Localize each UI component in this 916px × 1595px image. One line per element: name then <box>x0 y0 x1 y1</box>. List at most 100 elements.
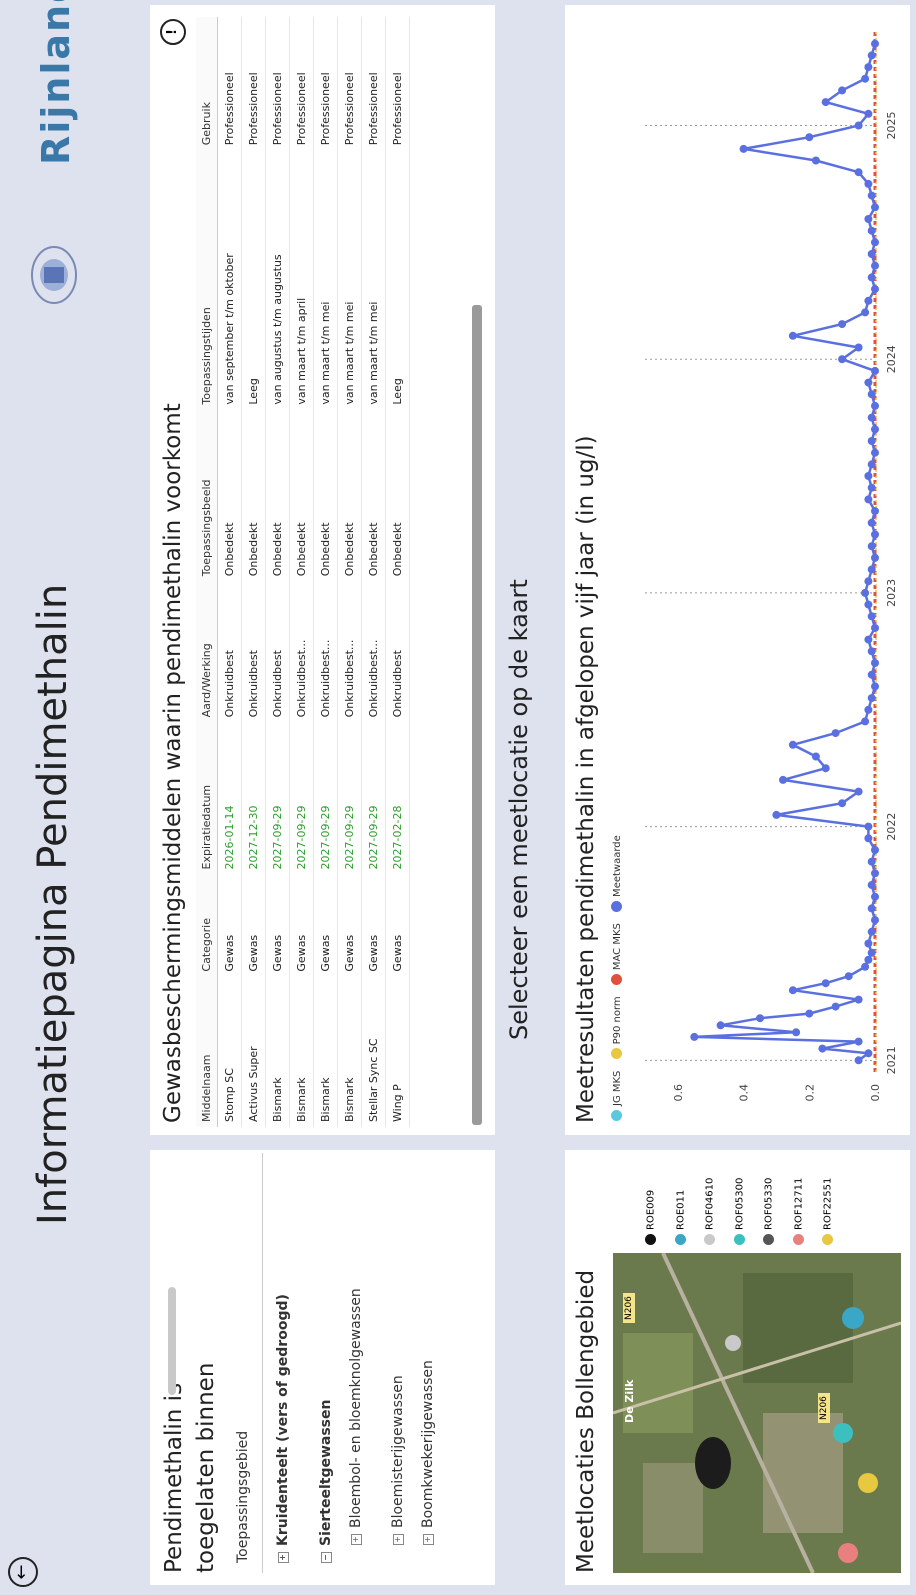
map-legend-item[interactable]: ROF22551 <box>822 1155 834 1245</box>
tree-item-bloembol[interactable]: + Bloembol- en bloemknolgewassen <box>348 1288 364 1545</box>
map[interactable]: De Zilk N206 N206 <box>613 1253 901 1573</box>
column-header[interactable]: Categorie <box>196 874 218 977</box>
tree-item-boomkwekerij[interactable]: + Boomkwekerijgewassen <box>420 1360 436 1545</box>
map-title: Meetlocaties Bollengebied <box>573 1269 599 1573</box>
x-tick-label: 2022 <box>885 813 898 841</box>
expand-icon[interactable]: + <box>392 1534 404 1545</box>
legend-item-mac[interactable]: MAC MKS <box>611 923 623 986</box>
column-header[interactable]: Expiratiedatum <box>196 722 218 875</box>
satellite-map[interactable] <box>613 1253 901 1573</box>
meetwaarde-point <box>867 518 876 527</box>
map-legend-item[interactable]: ROE011 <box>674 1155 686 1245</box>
legend-item-jg[interactable]: JG MKS <box>611 1071 623 1121</box>
meetwaarde-point <box>867 670 876 679</box>
column-header[interactable]: Aard/Werking <box>196 581 218 723</box>
table-row[interactable]: Bismark Gewas 2027-09-29 Onkruidbest... Onbe… <box>313 17 338 1127</box>
table-cell: Bismark <box>337 976 362 1127</box>
table-cell: van september t/m oktober <box>217 150 242 410</box>
meetwaarde-point <box>871 624 879 632</box>
column-header[interactable]: Middelnaam <box>196 976 218 1127</box>
info-icon[interactable]: ! <box>160 19 186 45</box>
table-row[interactable]: Stellar Sync SC Gewas 2027-09-29 Onkruidbes… <box>361 17 386 1127</box>
expand-icon[interactable]: + <box>277 1552 289 1563</box>
measurement-chart[interactable]: 0.0 0.2 0.4 0.6 2021 2022 2023 2024 2025 <box>635 17 905 1127</box>
meetwaarde-point <box>871 682 879 691</box>
table-cell: Professioneel <box>313 17 338 151</box>
location-dot-icon <box>792 1234 804 1245</box>
back-button[interactable]: ← <box>8 1557 38 1587</box>
meetwaarde-point <box>864 109 873 118</box>
table-cell: van maart t/m mei <box>361 150 386 410</box>
column-header[interactable]: Gebruik <box>196 17 218 151</box>
map-legend-item[interactable]: ROF12711 <box>792 1155 804 1245</box>
map-legend-label: ROF05330 <box>763 1177 775 1230</box>
column-header[interactable]: Toepassingsbeeld <box>196 409 218 582</box>
table-cell: Onkruidbest <box>217 581 242 723</box>
expand-icon[interactable]: + <box>422 1534 434 1545</box>
arrow-left-icon: ← <box>11 1564 32 1580</box>
location-dot-icon <box>704 1234 715 1245</box>
map-legend-label: ROF05300 <box>734 1177 745 1230</box>
rijnland-logo: Rijnland <box>20 0 90 315</box>
legend-item-meetwaarde[interactable]: Meetwaarde <box>611 835 623 912</box>
meetwaarde-point <box>871 366 879 375</box>
table-cell: Gewas <box>361 874 386 977</box>
table-cell: Onbedekt <box>265 409 290 582</box>
map-legend-item[interactable]: ROF05300 <box>733 1155 745 1245</box>
collapse-icon[interactable]: − <box>320 1552 332 1563</box>
table-cell: Onkruidbest <box>385 581 410 723</box>
meetwaarde-point <box>867 273 876 282</box>
x-tick-label: 2025 <box>885 111 898 139</box>
table-row[interactable]: Bismark Gewas 2027-09-29 Onkruidbest... Onbe… <box>289 17 314 1127</box>
meetwaarde-point <box>871 448 879 457</box>
table-cell: Professioneel <box>385 17 410 151</box>
meetwaarde-point <box>864 378 873 387</box>
table-cell: Gewas <box>217 874 242 977</box>
table-row[interactable]: Wing P Gewas 2027-02-28 Onkruidbest Onbedekt… <box>385 17 410 1127</box>
meetwaarde-point <box>838 320 847 329</box>
meetwaarde-point <box>871 261 879 270</box>
meetwaarde-point <box>864 495 873 504</box>
meetwaarde-point <box>818 1044 827 1053</box>
map-legend-label: ROF12711 <box>793 1177 804 1230</box>
middelen-panel: Gewasbeschermingsmiddelen waarin pendime… <box>150 5 495 1135</box>
map-legend: ROE009 ROE011 ROF04610 ROF05300 ROF05330 ROF1… <box>645 1155 852 1245</box>
y-tick-label: 0.0 <box>869 1084 882 1102</box>
table-row[interactable]: Bismark Gewas 2027-09-29 Onkruidbest Onbedek… <box>265 17 290 1127</box>
map-legend-item[interactable]: ROE009 <box>645 1155 657 1245</box>
meetwaarde-point <box>864 1049 873 1058</box>
table-cell: Onbedekt <box>361 409 386 582</box>
middelen-title: Gewasbeschermingsmiddelen waarin pendime… <box>160 403 186 1123</box>
meetwaarde-point <box>867 948 876 957</box>
table-row[interactable]: Activus Super Gewas 2027-12-30 Onkruidbest O… <box>241 17 266 1127</box>
tree-item-bloemisterij[interactable]: + Bloemisterijgewassen <box>390 1375 406 1545</box>
column-header[interactable]: Toepassingstijden <box>196 150 218 410</box>
legend-item-p90[interactable]: P90 norm <box>611 996 623 1060</box>
meetwaarde-point <box>867 51 876 60</box>
meetwaarde-point <box>871 892 879 901</box>
scrollbar[interactable] <box>168 1287 176 1395</box>
table-cell: van maart t/m april <box>289 150 314 410</box>
table-cell: Professioneel <box>241 17 266 151</box>
meetwaarde-point <box>864 705 873 714</box>
table-scrollbar[interactable] <box>472 305 482 1125</box>
map-legend-item[interactable]: ROF04610 <box>704 1155 716 1245</box>
tree-item-kruidenteelt[interactable]: + Kruidenteelt (vers of gedroogd) <box>275 1163 291 1563</box>
meetwaarde-point <box>854 121 863 130</box>
tree-item-label: Bloemisterijgewassen <box>390 1375 406 1528</box>
table-cell: Gewas <box>241 874 266 977</box>
table-cell: Onkruidbest... <box>313 581 338 723</box>
meetwaarde-point <box>871 203 879 212</box>
table-row[interactable]: Stomp SC Gewas 2026-01-14 Onkruidbest Onbede… <box>217 17 242 1127</box>
meetwaarde-point <box>854 343 863 352</box>
meetwaarde-point <box>864 63 873 72</box>
table-cell: Stellar Sync SC <box>361 976 386 1127</box>
table-row[interactable]: Bismark Gewas 2027-09-29 Onkruidbest... Onbe… <box>337 17 362 1127</box>
table-cell: Onbedekt <box>337 409 362 582</box>
tree-item-sierteelt[interactable]: − Sierteeltgewassen <box>318 1400 334 1563</box>
chart-legend: JG MKS P90 norm MAC MKS Meetwaarde <box>611 835 623 1121</box>
location-dot-icon <box>645 1234 656 1245</box>
map-legend-item[interactable]: ROF05330 <box>763 1155 775 1245</box>
tree-header: Toepassingsgebied <box>235 1430 251 1563</box>
expand-icon[interactable]: + <box>350 1534 362 1545</box>
